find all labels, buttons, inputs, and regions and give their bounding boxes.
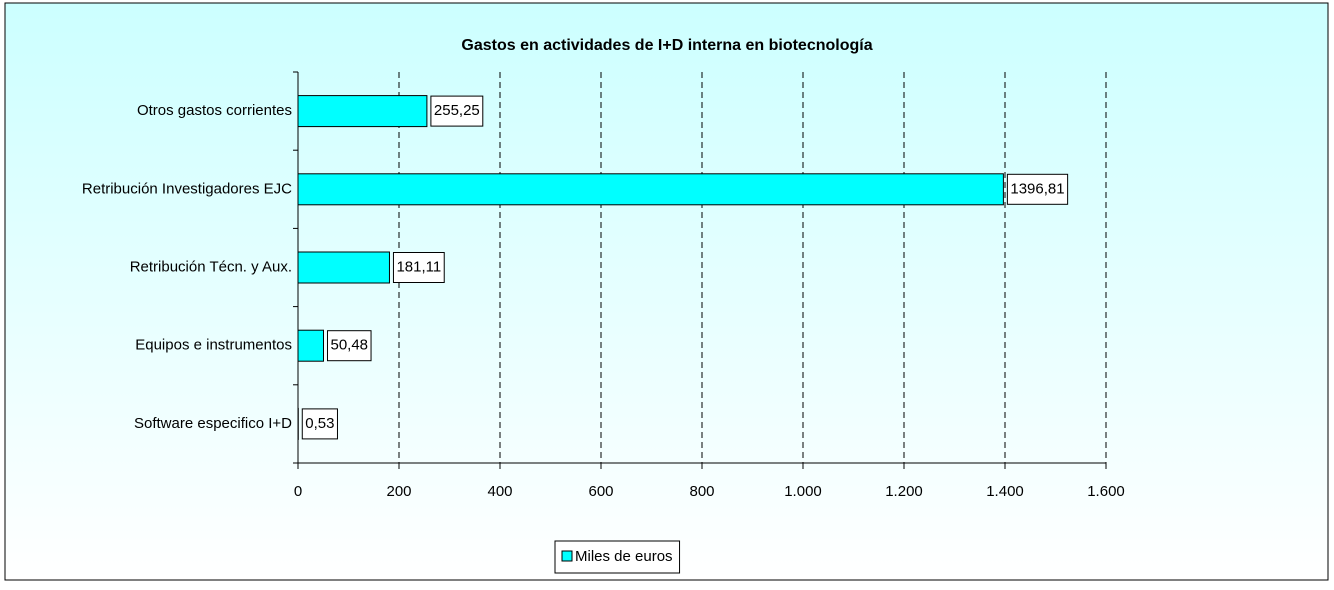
x-tick-label: 1.400 [986,483,1024,500]
value-label: 181,11 [396,258,441,275]
y-tick-label: Otros gastos corrientes [137,102,292,119]
x-tick-label: 200 [386,483,411,500]
x-tick-label: 1.600 [1087,483,1125,500]
value-label: 50,48 [330,337,368,354]
x-tick-label: 600 [588,483,613,500]
bar [298,252,389,283]
x-tick-label: 800 [689,483,714,500]
value-label: 0,53 [305,415,334,432]
bar [298,330,323,361]
x-tick-label: 1.200 [885,483,923,500]
value-label: 1396,81 [1010,180,1064,197]
y-tick-label: Software especifico I+D [134,415,292,432]
bar [298,174,1003,205]
legend-label: Miles de euros [575,548,673,565]
x-tick-label: 0 [294,483,302,500]
legend-swatch [562,551,572,561]
chart-frame [5,3,1328,580]
y-tick-label: Retribución Técn. y Aux. [130,258,292,275]
y-tick-label: Equipos e instrumentos [135,337,292,354]
x-tick-label: 400 [487,483,512,500]
y-tick-label: Retribución Investigadores EJC [82,180,292,197]
x-tick-label: 1.000 [784,483,822,500]
chart-title: Gastos en actividades de I+D interna en … [461,37,872,54]
bar [298,96,427,127]
value-label: 255,25 [434,102,480,119]
